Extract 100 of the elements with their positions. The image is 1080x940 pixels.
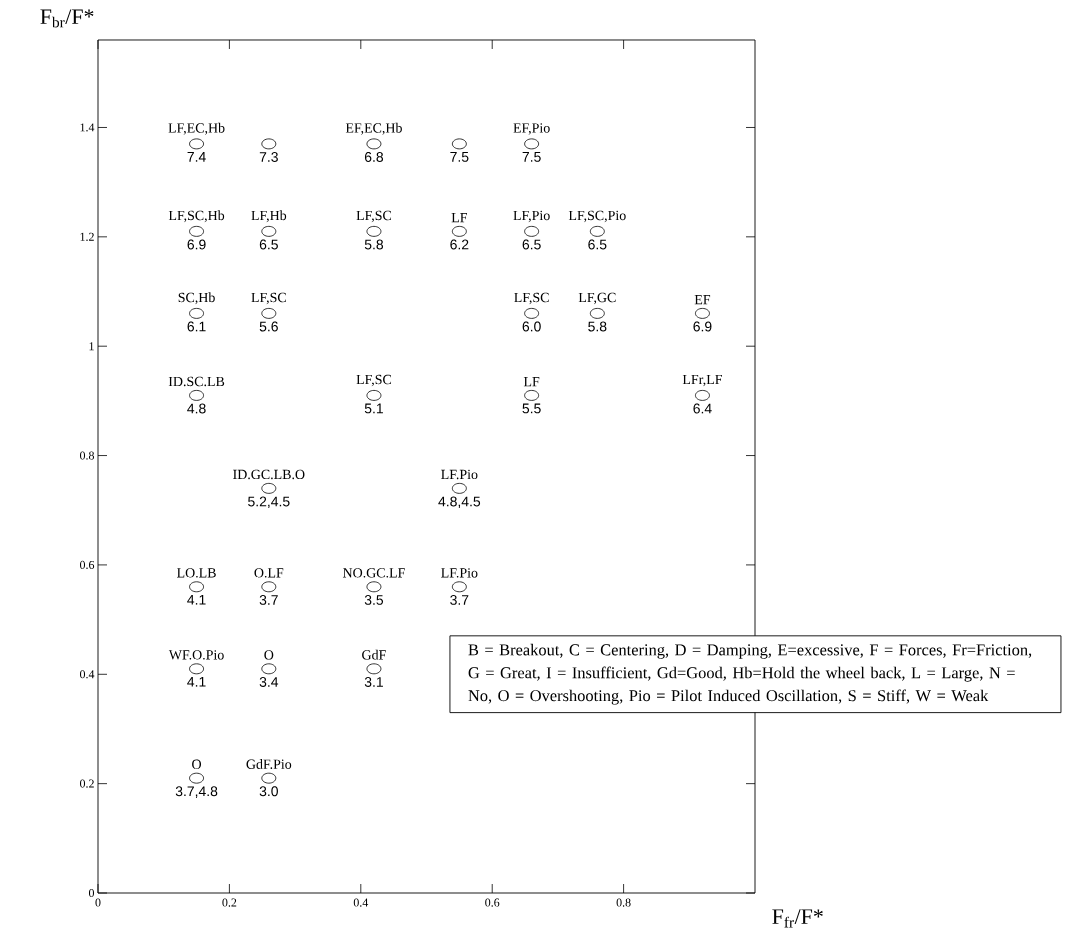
annotation: 6.5 [259, 239, 278, 250]
annotation: 4.8 [187, 403, 206, 414]
annotation: 3.7 [450, 594, 469, 605]
annotation: LF,SC [514, 292, 549, 305]
point [261, 581, 277, 593]
y-axis-title: F$_{br}$/F* [40, 9, 94, 28]
annotation: SC,Hb [178, 292, 215, 305]
point [524, 225, 540, 237]
point [261, 225, 277, 237]
annotation: 4.1 [187, 677, 206, 687]
annotation: 6.0 [522, 321, 541, 332]
annotation: LF,SC,Pio [568, 210, 626, 223]
annotation: 4.8,4.5 [438, 496, 481, 509]
point [524, 307, 540, 319]
annotation: 5.6 [259, 321, 278, 332]
annotation: 3.7 [259, 594, 278, 605]
point [695, 307, 710, 319]
x-tick-label: 0.8 [616, 898, 631, 907]
annotation: 5.8 [364, 239, 384, 250]
point [261, 307, 277, 319]
annotation: EF [694, 295, 711, 305]
annotation: LF.Pio [441, 568, 478, 578]
annotation: LF [451, 213, 467, 223]
point [366, 663, 382, 675]
annotation: LF,SC [356, 374, 392, 387]
annotation: 3.7,4.8 [175, 786, 218, 798]
x-tick-label: 0.6 [485, 898, 500, 907]
annotation: 3.1 [364, 677, 383, 687]
y-tick-label: 1 [89, 342, 94, 351]
annotation: NO.GC.LF [342, 568, 405, 578]
y-tick-label: 1.2 [80, 232, 94, 241]
x-tick-label: 0.4 [353, 898, 369, 907]
x-tick-label: 0.2 [222, 898, 237, 907]
annotation: O [264, 650, 274, 660]
x-tick-label: 0 [95, 898, 101, 907]
point [189, 772, 204, 784]
annotation: LO.LB [177, 568, 216, 578]
annotation: O [192, 759, 202, 769]
annotation: B = Breakout, C = Centering, D = Damping, E=excessive, F = Forces, Fr=Friction, G = Great, I = Insufficient, Gd=Good, Hb=Hold the wheel back, L = Large, N = No, O = Overshooting, Pio = Pilot Induced Oscillation, S = Stiff, W = Weak [468, 643, 1032, 705]
annotation: 5.8 [588, 321, 607, 332]
annotation: 7.5 [450, 152, 469, 162]
annotation: GdF [362, 649, 386, 660]
annotation: LF,SC,Hb [168, 210, 225, 223]
point [189, 307, 204, 319]
annotation: 6.5 [522, 239, 541, 250]
y-tick-label: 1.4 [80, 123, 95, 132]
x-axis-title: F$_{fr}$/F* [772, 909, 823, 928]
point [189, 390, 204, 401]
annotation: 3.5 [364, 594, 384, 605]
annotation: 7.3 [259, 152, 278, 162]
annotation: 5.2,4.5 [248, 496, 290, 509]
annotation: 3.0 [259, 786, 278, 797]
annotation: WF.O.Pio [168, 650, 224, 660]
annotation: 6.9 [187, 239, 206, 250]
point [261, 663, 277, 675]
point [366, 225, 382, 237]
point [451, 225, 467, 237]
annotation: 5.5 [522, 403, 541, 414]
point [589, 225, 605, 237]
annotation: 5.1 [364, 403, 383, 414]
y-tick-label: 0 [88, 888, 95, 898]
annotation: EF,EC,Hb [345, 122, 402, 135]
annotation: 3.4 [259, 677, 279, 687]
annotation: 6.8 [364, 152, 384, 162]
point [189, 663, 204, 675]
point [261, 138, 277, 150]
annotation: 6.1 [187, 321, 206, 332]
point [189, 138, 204, 150]
annotation: 6.5 [588, 239, 607, 250]
annotation: LFr,LF [682, 374, 723, 387]
y-tick-label: 0.6 [79, 560, 95, 569]
annotation: LF [523, 377, 540, 387]
annotation: ID.GC.LB.O [233, 469, 305, 480]
y-tick-label: 0.4 [79, 670, 95, 679]
point [695, 390, 710, 401]
annotation: LF,GC [578, 292, 616, 305]
point [189, 581, 204, 593]
point [589, 307, 605, 319]
annotation: LF,SC [251, 292, 286, 305]
annotation: LF.Pio [441, 469, 478, 480]
annotation: LF,EC,Hb [168, 122, 225, 135]
point [451, 138, 467, 150]
point [366, 138, 382, 150]
annotation: LF,Hb [251, 210, 287, 223]
annotation: GdF.Pio [246, 759, 292, 769]
annotation: 7.5 [522, 152, 541, 162]
annotation: LF,Pio [513, 210, 550, 223]
annotation: 6.4 [693, 403, 712, 414]
annotation: O.LF [254, 568, 284, 578]
annotation: LF,SC [356, 210, 392, 223]
annotation: 7.4 [187, 152, 206, 162]
annotation: EF,Pio [513, 123, 550, 135]
point [189, 225, 204, 237]
point [261, 482, 277, 494]
annotation: 6.2 [450, 239, 469, 250]
point [451, 581, 467, 593]
point [451, 482, 467, 494]
annotation: 4.1 [187, 594, 206, 605]
y-tick-label: 0.2 [79, 779, 94, 788]
annotation: ID.SC.LB [168, 376, 225, 387]
